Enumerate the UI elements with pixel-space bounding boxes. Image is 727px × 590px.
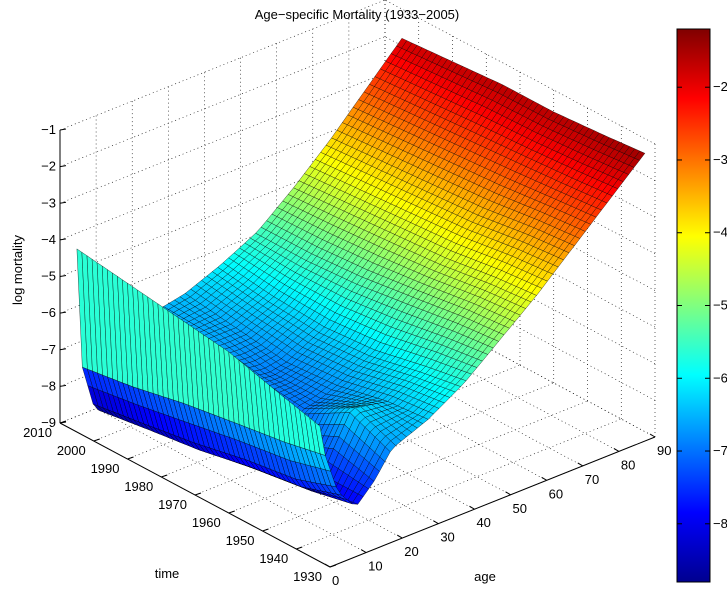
z-tick-label: −8	[41, 378, 56, 393]
time-tick-label: 2010	[23, 425, 52, 440]
colorbar-tick-label: −5	[713, 298, 727, 313]
colorbar-tick-label: −8	[713, 516, 727, 531]
chart-title: Age−specific Mortality (1933−2005)	[255, 7, 460, 22]
age-tick-label: 60	[549, 486, 563, 501]
time-tick-label: 2000	[57, 443, 86, 458]
age-tick-label: 20	[404, 544, 418, 559]
age-tick-label: 10	[368, 559, 382, 574]
age-tick-label: 0	[332, 573, 339, 588]
colorbar-ticks: −8 −7 −6 −5 −4 −3 −2	[677, 79, 727, 531]
time-tick-labels: 1930 1940 1950 1960 1970 1980 1990 2000 2010	[23, 420, 337, 584]
age-tick-labels: 0 10 20 30 40 50 60 70 80 90	[324, 433, 671, 588]
z-tick-label: −2	[41, 159, 56, 174]
colorbar-tick-label: −7	[713, 443, 727, 458]
z-tick-label: −1	[41, 122, 56, 137]
time-tick-label: 1970	[158, 497, 187, 512]
age-tick-label: 90	[657, 443, 671, 458]
time-tick-label: 1990	[91, 461, 120, 476]
z-axis-label: log mortality	[10, 234, 25, 305]
time-tick-label: 1950	[226, 533, 255, 548]
colorbar-tick-label: −2	[713, 79, 727, 94]
time-tick-label: 1960	[192, 515, 221, 530]
time-tick-label: 1980	[124, 479, 153, 494]
z-tick-labels: −9 −8 −7 −6 −5 −4 −3 −2 −1	[41, 122, 67, 430]
age-axis-line	[329, 436, 656, 568]
z-tick-label: −3	[41, 195, 56, 210]
age-tick-label: 70	[585, 472, 599, 487]
z-tick-label: −7	[41, 342, 56, 357]
time-tick-label: 1940	[259, 551, 288, 566]
time-tick-label: 1930	[293, 569, 322, 584]
z-tick-label: −6	[41, 305, 56, 320]
z-tick-label: −4	[41, 232, 56, 247]
age-tick-label: 50	[513, 501, 527, 516]
x-axis-label: age	[474, 569, 496, 584]
age-tick-label: 30	[440, 530, 454, 545]
age-tick-label: 80	[621, 457, 635, 472]
age-tick-label: 40	[476, 515, 490, 530]
colorbar	[676, 28, 711, 583]
colorbar-tick-label: −3	[713, 152, 727, 167]
z-tick-label: −9	[41, 415, 56, 430]
colorbar-tick-label: −6	[713, 370, 727, 385]
mortality-surface	[76, 38, 646, 505]
z-tick-label: −5	[41, 269, 56, 284]
y-axis-label: time	[155, 566, 180, 581]
colorbar-tick-label: −4	[713, 225, 727, 240]
surface-patch-2879	[314, 421, 326, 456]
